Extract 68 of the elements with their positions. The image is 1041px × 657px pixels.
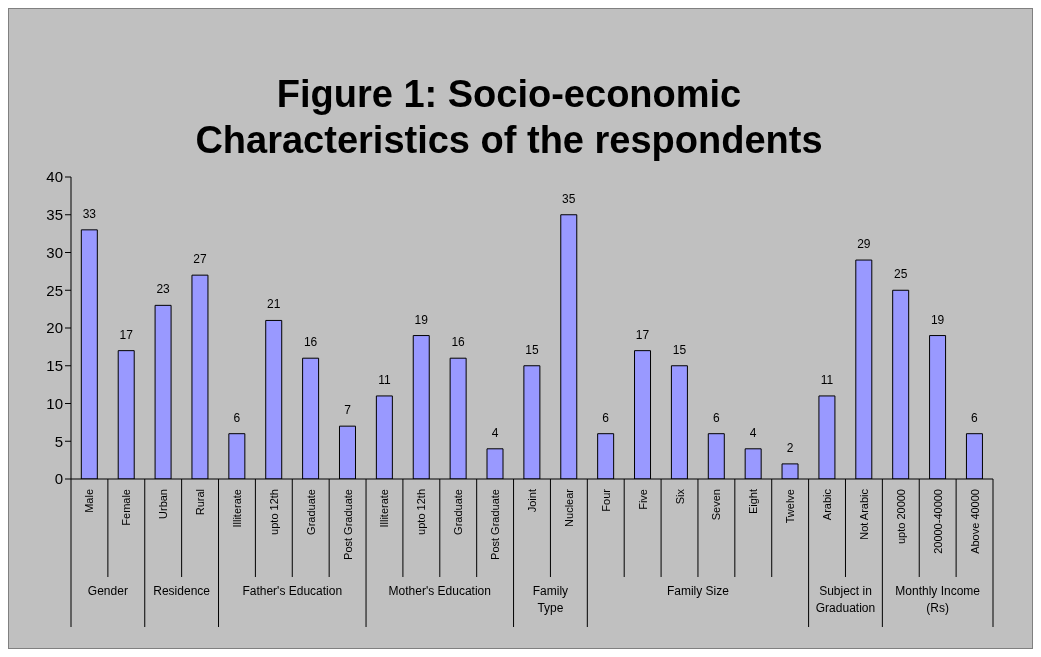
x-tick-label: Urban	[157, 489, 170, 519]
data-label: 11	[820, 372, 834, 387]
x-tick-label: Illiterate	[230, 489, 243, 528]
y-tick-label: 0	[54, 470, 63, 488]
x-tick-label: 20000-40000	[931, 489, 944, 554]
data-label: 21	[267, 297, 281, 312]
data-label: 11	[378, 372, 391, 387]
text: Gender	[87, 584, 128, 598]
data-label: 29	[857, 237, 871, 252]
data-label: 15	[672, 342, 687, 357]
x-tick-label: Six	[673, 488, 686, 505]
x-tick-label: Illiterate	[378, 489, 391, 528]
data-label: 19	[930, 312, 945, 327]
y-tick-label: 20	[46, 319, 63, 337]
data-label: 27	[193, 252, 207, 267]
x-tick-label: Female	[120, 489, 133, 526]
x-tick-label: Joint	[526, 489, 538, 513]
x-tick-label: Four	[599, 488, 612, 512]
x-tick-label: Male	[83, 489, 96, 513]
data-label: 17	[119, 327, 134, 342]
data-label: 23	[156, 282, 171, 297]
text: Monthly Income (Rs)	[895, 584, 981, 615]
data-label: 4	[749, 425, 757, 440]
x-tick-label: upto 20000	[894, 489, 907, 545]
x-tick-label: Post Graduate	[489, 489, 502, 560]
data-label: 4	[491, 425, 499, 440]
chart-title: Figure 1: Socio-economic Characteristics of the respondents	[194, 72, 824, 163]
y-tick-label: 25	[46, 281, 63, 299]
y-tick-label: 5	[54, 432, 63, 450]
x-tick-label: upto 12th	[267, 489, 280, 535]
text: Family Size	[666, 584, 730, 598]
y-tick-label: 40	[46, 168, 63, 186]
x-tick-label: Five	[636, 489, 649, 510]
y-tick-label: 30	[46, 243, 63, 261]
x-tick-label: Above 40000	[968, 489, 981, 554]
data-label: 15	[525, 342, 539, 357]
x-tick-label: Graduate	[452, 489, 465, 535]
text: Residence	[153, 584, 211, 598]
data-label: 6	[971, 410, 979, 425]
x-tick-label: Seven	[710, 489, 723, 521]
data-label: 6	[712, 410, 720, 425]
x-tick-label: Arabic	[821, 488, 834, 521]
x-tick-label: Nuclear	[562, 488, 575, 527]
data-label: 16	[451, 335, 466, 350]
data-label: 19	[414, 312, 429, 327]
y-tick-label: 35	[46, 206, 63, 224]
data-label: 7	[344, 403, 352, 418]
data-label: 33	[82, 206, 97, 221]
data-label: 6	[602, 410, 610, 425]
text: Family Type	[532, 584, 569, 615]
x-tick-label: Graduate	[304, 489, 317, 535]
x-tick-label: Not Arabic	[857, 488, 870, 540]
x-tick-label: upto 12th	[415, 489, 428, 535]
y-tick-label: 15	[46, 357, 63, 375]
data-label: 16	[303, 335, 318, 350]
data-label: 25	[894, 267, 908, 282]
data-label: 17	[635, 327, 650, 342]
y-tick-label: 10	[46, 394, 63, 412]
x-tick-label: Eight	[747, 489, 760, 515]
data-label: 35	[562, 191, 576, 206]
data-label: 6	[233, 410, 241, 425]
text: Subject in Graduation	[815, 584, 876, 615]
text: Father's Education	[242, 584, 343, 598]
x-tick-label: Twelve	[784, 489, 797, 524]
text: Mother's Education	[388, 584, 491, 598]
x-tick-label: Post Graduate	[341, 489, 354, 560]
x-tick-label: Rural	[194, 489, 207, 516]
data-label: 2	[786, 440, 794, 455]
